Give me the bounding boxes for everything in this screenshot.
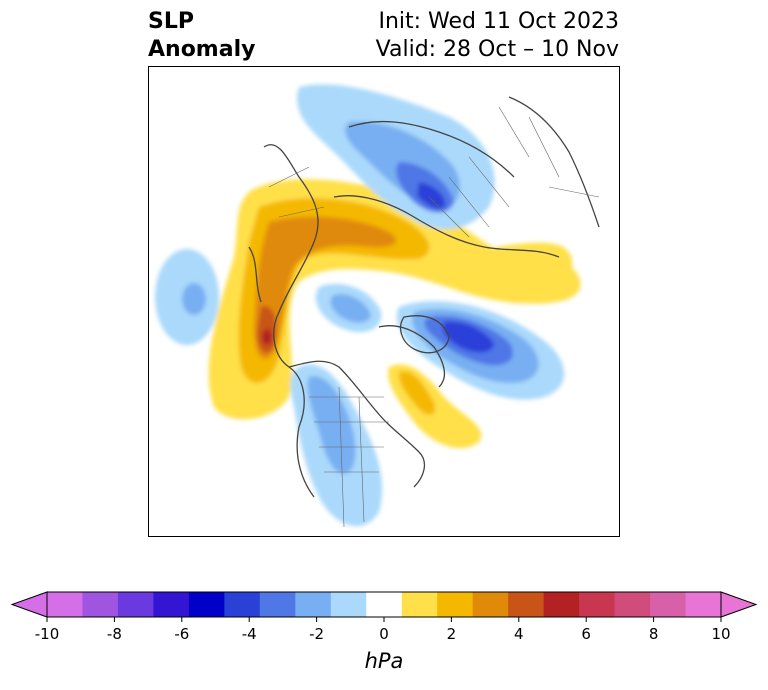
colorbar-bin xyxy=(685,592,722,617)
colorbar-tick-label: -10 xyxy=(35,625,60,643)
colorbar-bin xyxy=(295,592,332,617)
colorbar-bin xyxy=(188,592,225,617)
colorbar-bin xyxy=(472,592,509,617)
positive-anomaly-pacific-inner xyxy=(254,216,397,359)
colorbar-bin xyxy=(47,592,83,617)
colorbar-bin xyxy=(117,592,154,617)
colorbar-bin xyxy=(508,592,545,617)
variable-subtitle: Anomaly xyxy=(148,37,256,62)
colorbar-bin xyxy=(224,592,261,617)
forecast-dates: Init: Wed 11 Oct 2023 Valid: 28 Oct – 10… xyxy=(376,8,619,64)
anomaly-shading xyxy=(155,84,581,527)
colorbar-tick-label: -6 xyxy=(174,625,189,643)
colorbar-max-extend xyxy=(720,591,758,618)
init-date: Init: Wed 11 Oct 2023 xyxy=(378,9,619,34)
colorbar-graphic: -10 -8 -6 -4 -2 0 2 4 6 8 10 hPa xyxy=(10,591,758,673)
colorbar-bin xyxy=(330,592,367,617)
colorbar: -10 -8 -6 -4 -2 0 2 4 6 8 10 hPa xyxy=(0,585,768,686)
colorbar-bin xyxy=(614,592,651,617)
colorbar-tick-label: 8 xyxy=(649,625,659,643)
negative-anomaly-arctic xyxy=(303,93,339,121)
colorbar-tick-label: -4 xyxy=(242,625,257,643)
map-title: SLP Anomaly xyxy=(148,8,255,64)
colorbar-tick-label: 4 xyxy=(514,625,524,643)
colorbar-bin xyxy=(579,592,616,617)
colorbar-tick-label: -2 xyxy=(309,625,324,643)
positive-anomaly-eurasia xyxy=(432,242,573,304)
colorbar-tick-label: 2 xyxy=(447,625,457,643)
colorbar-unit-label: hPa xyxy=(365,649,404,673)
colorbar-tick-label: 6 xyxy=(581,625,591,643)
country-borders xyxy=(268,106,600,528)
variable-name: SLP xyxy=(148,9,194,34)
colorbar-bin xyxy=(366,592,403,617)
colorbar-tick-label: 10 xyxy=(711,625,730,643)
colorbar-bin xyxy=(153,592,190,617)
coastlines xyxy=(248,96,600,498)
colorbar-bin xyxy=(543,592,580,617)
colorbar-tick-label: 0 xyxy=(379,625,389,643)
colorbar-bin xyxy=(437,592,474,617)
valid-date: Valid: 28 Oct – 10 Nov xyxy=(375,37,619,62)
anomaly-map xyxy=(155,84,600,528)
colorbar-bin xyxy=(401,592,438,617)
colorbar-bin xyxy=(650,592,687,617)
colorbar-bin xyxy=(259,592,296,617)
colorbar-bin xyxy=(82,592,119,617)
colorbar-min-extend xyxy=(10,591,48,618)
colorbar-tick-label: -8 xyxy=(107,625,122,643)
map-panel xyxy=(148,66,620,537)
